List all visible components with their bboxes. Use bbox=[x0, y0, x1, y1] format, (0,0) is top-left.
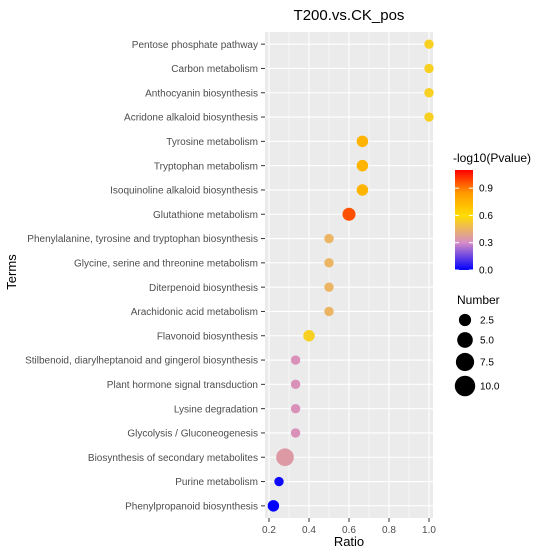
size-legend: Number 2.5 5.0 7.5 10.0 bbox=[454, 293, 500, 397]
y-tick-label: Glutathione metabolism bbox=[153, 210, 258, 221]
size-legend-dot bbox=[457, 332, 473, 348]
data-point bbox=[424, 39, 434, 49]
data-point bbox=[324, 282, 334, 292]
y-tick-label: Biosynthesis of secondary metabolites bbox=[88, 453, 258, 464]
data-point bbox=[303, 330, 315, 342]
data-point bbox=[324, 233, 334, 244]
size-legend-label: 7.5 bbox=[480, 358, 494, 369]
data-point bbox=[324, 258, 334, 268]
y-tick-label: Acridone alkaloid biosynthesis bbox=[124, 113, 258, 124]
y-tick-label: Pentose phosphate pathway bbox=[132, 40, 258, 51]
x-tick-label: 0.4 bbox=[302, 525, 316, 536]
y-tick-label: Arachidonic acid metabolism bbox=[131, 307, 258, 318]
color-tick-label: 0.0 bbox=[479, 266, 493, 277]
x-tick-label: 0.6 bbox=[342, 525, 356, 536]
y-tick-label: Glycine, serine and threonine metabolism bbox=[74, 258, 258, 269]
y-tick-label: Lysine degradation bbox=[174, 404, 258, 415]
y-tick-label: Tyrosine metabolism bbox=[166, 137, 258, 148]
y-axis: Pentose phosphate pathway Carbon metaboli… bbox=[25, 40, 265, 512]
size-legend-title: Number bbox=[457, 293, 500, 307]
x-axis-label: Ratio bbox=[334, 534, 364, 549]
data-point bbox=[342, 207, 356, 221]
y-tick-label: Isoquinoline alkaloid biosynthesis bbox=[110, 186, 258, 197]
data-point bbox=[290, 428, 301, 438]
color-legend-ticks: 0.0 0.3 0.6 0.9 bbox=[455, 184, 493, 277]
y-tick-label: Anthocyanin biosynthesis bbox=[145, 88, 258, 99]
y-tick-label: Plant hormone signal transduction bbox=[107, 380, 258, 391]
y-axis-label: Terms bbox=[4, 254, 19, 290]
color-legend: -log10(Pvalue) 0.0 0.3 0.6 0.9 bbox=[453, 151, 531, 277]
data-point bbox=[290, 355, 301, 365]
data-point bbox=[356, 184, 369, 196]
y-tick-label: Phenylalanine, tyrosine and tryptophan b… bbox=[27, 234, 258, 245]
y-tick-label: Phenylpropanoid biosynthesis bbox=[125, 501, 258, 512]
y-tick-label: Carbon metabolism bbox=[171, 64, 258, 75]
data-point bbox=[424, 63, 434, 74]
size-legend-dot bbox=[454, 375, 476, 397]
data-point bbox=[424, 112, 434, 122]
size-legend-label: 5.0 bbox=[480, 336, 494, 347]
data-point bbox=[356, 159, 369, 172]
data-point bbox=[274, 476, 284, 487]
data-points bbox=[267, 39, 434, 512]
data-point bbox=[290, 403, 301, 414]
y-tick-label: Tryptophan metabolism bbox=[154, 161, 258, 172]
y-tick-label: Diterpenoid biosynthesis bbox=[149, 283, 258, 294]
color-tick-label: 0.9 bbox=[479, 184, 493, 195]
color-bar bbox=[455, 170, 473, 270]
x-tick-label: 0.8 bbox=[382, 525, 396, 536]
color-tick-label: 0.3 bbox=[479, 238, 493, 249]
size-legend-dot bbox=[455, 352, 475, 372]
color-legend-title: -log10(Pvalue) bbox=[453, 151, 531, 165]
data-point bbox=[276, 448, 294, 467]
y-tick-label: Glycolysis / Gluconeogenesis bbox=[127, 429, 258, 440]
size-legend-label: 10.0 bbox=[480, 382, 500, 393]
size-legend-label: 2.5 bbox=[480, 316, 494, 327]
color-tick-label: 0.6 bbox=[479, 211, 493, 222]
data-point bbox=[324, 306, 334, 317]
size-legend-dot bbox=[458, 313, 472, 327]
data-point bbox=[356, 135, 369, 148]
y-tick-label: Stilbenoid, diarylheptanoid and gingerol… bbox=[25, 356, 258, 367]
data-point bbox=[267, 500, 280, 512]
data-point bbox=[290, 379, 301, 390]
y-tick-label: Flavonoid biosynthesis bbox=[157, 331, 258, 342]
x-axis: 0.2 0.4 0.6 0.8 1.0 bbox=[262, 518, 436, 536]
x-tick-label: 1.0 bbox=[422, 525, 436, 536]
chart-title: T200.vs.CK_pos bbox=[294, 7, 405, 24]
x-tick-label: 0.2 bbox=[262, 525, 276, 536]
size-legend-items: 2.5 5.0 7.5 10.0 bbox=[454, 313, 500, 397]
y-tick-label: Purine metabolism bbox=[175, 477, 258, 488]
data-point bbox=[424, 88, 434, 98]
